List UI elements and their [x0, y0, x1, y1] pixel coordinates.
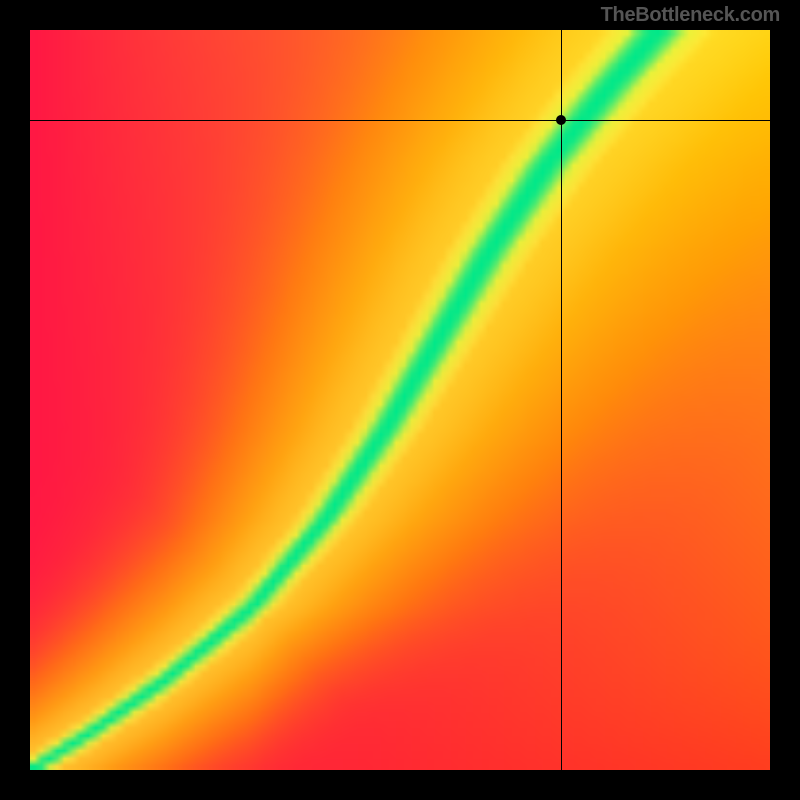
- plot-area: [30, 30, 770, 770]
- heatmap-canvas: [30, 30, 770, 770]
- watermark-text: TheBottleneck.com: [601, 4, 780, 27]
- crosshair-marker: [556, 115, 566, 125]
- crosshair-vertical: [561, 30, 562, 770]
- crosshair-horizontal: [30, 120, 770, 121]
- figure-root: TheBottleneck.com: [0, 0, 800, 800]
